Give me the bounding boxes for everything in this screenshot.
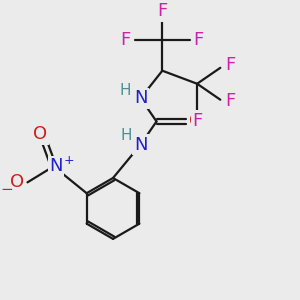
Text: H: H <box>120 82 131 98</box>
Text: F: F <box>225 92 236 110</box>
Text: O: O <box>10 173 24 191</box>
Text: F: F <box>157 2 167 20</box>
Text: −: − <box>0 182 13 197</box>
Text: F: F <box>120 31 130 49</box>
Text: F: F <box>225 56 236 74</box>
Text: N: N <box>134 89 147 107</box>
Text: O: O <box>189 112 203 130</box>
Text: F: F <box>194 31 204 49</box>
Text: +: + <box>63 154 74 166</box>
Text: H: H <box>120 128 132 143</box>
Text: O: O <box>34 125 48 143</box>
Text: F: F <box>192 112 202 130</box>
Text: N: N <box>49 158 63 175</box>
Text: N: N <box>134 136 147 154</box>
